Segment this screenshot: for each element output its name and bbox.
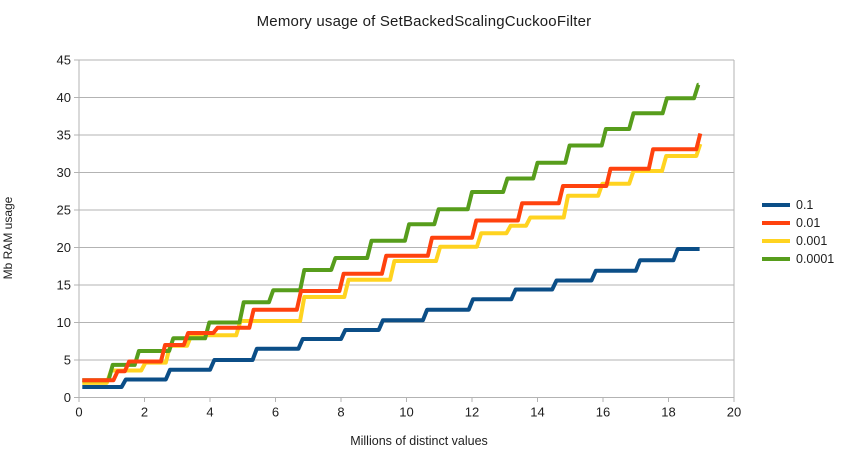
y-tick-label: 40 <box>57 90 71 105</box>
x-tick-label: 4 <box>206 405 213 420</box>
legend-item-0.1: 0.1 <box>762 198 834 212</box>
y-tick-label: 35 <box>57 128 71 143</box>
x-axis-title: Millions of distinct values <box>350 434 488 448</box>
y-tick-label: 25 <box>57 203 71 218</box>
series-line-0.01 <box>82 133 703 383</box>
legend-item-0.01: 0.01 <box>762 216 834 230</box>
y-tick-label: 30 <box>57 165 71 180</box>
legend-label: 0.0001 <box>796 252 835 266</box>
y-tick-label: 15 <box>57 278 71 293</box>
legend-swatch-0.001 <box>762 239 790 243</box>
x-tick-label: 16 <box>596 405 610 420</box>
legend-swatch-0.1 <box>762 203 790 207</box>
y-tick-label: 10 <box>57 315 71 330</box>
x-tick-label: 2 <box>141 405 148 420</box>
legend-item-0.001: 0.001 <box>762 234 834 248</box>
x-tick-label: 0 <box>75 405 82 420</box>
y-tick-label: 0 <box>64 390 71 405</box>
legend-label: 0.001 <box>796 234 828 248</box>
x-tick-label: 8 <box>337 405 344 420</box>
y-tick-label: 5 <box>64 353 71 368</box>
chart-title: Memory usage of SetBackedScalingCuckooFi… <box>256 13 592 30</box>
legend-item-0.0001: 0.0001 <box>762 252 834 266</box>
legend-label: 0.01 <box>796 216 821 230</box>
legend: 0.1 0.01 0.001 0.0001 <box>762 198 834 266</box>
x-tick-label: 10 <box>399 405 413 420</box>
legend-label: 0.1 <box>796 198 814 212</box>
x-tick-label: 14 <box>530 405 544 420</box>
series-line-0.1 <box>82 247 700 389</box>
x-tick-label: 18 <box>661 405 675 420</box>
x-tick-label: 20 <box>727 405 741 420</box>
y-tick-label: 45 <box>57 53 71 68</box>
x-tick-label: 6 <box>272 405 279 420</box>
legend-swatch-0.01 <box>762 221 790 225</box>
legend-swatch-0.0001 <box>762 257 790 261</box>
series-line-0.0001 <box>82 82 701 383</box>
x-tick-label: 12 <box>465 405 479 420</box>
y-tick-label: 20 <box>57 240 71 255</box>
